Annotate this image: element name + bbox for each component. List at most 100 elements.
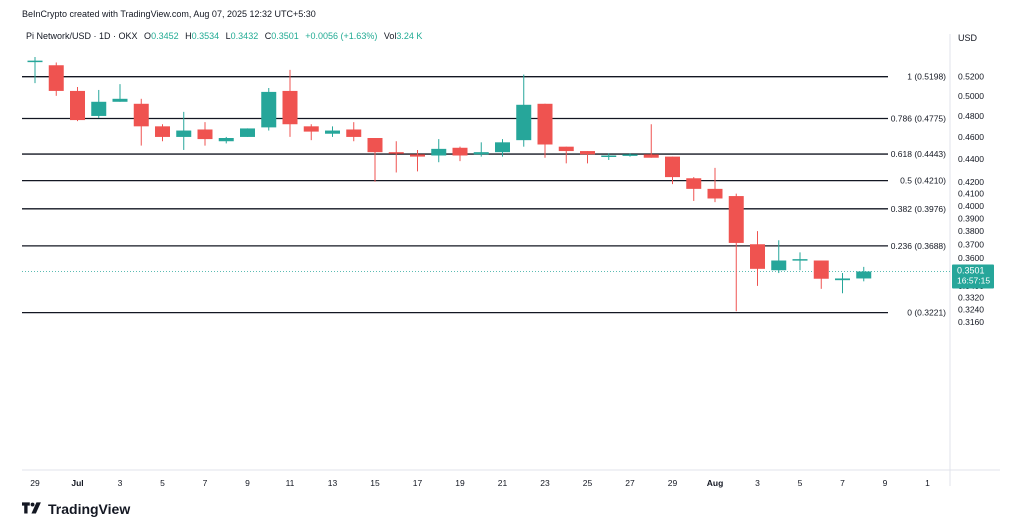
y-tick-label: 0.4200 xyxy=(958,177,984,187)
x-tick-label: 27 xyxy=(625,478,635,488)
candle-body xyxy=(240,128,255,137)
created-note: BeInCrypto created with TradingView.com,… xyxy=(22,9,316,19)
x-tick-label: 3 xyxy=(755,478,760,488)
candle-body xyxy=(133,103,149,127)
x-tick-label: 21 xyxy=(498,478,508,488)
y-tick-label: 0.4000 xyxy=(958,201,984,211)
y-tick-label: 0.3800 xyxy=(958,226,984,236)
candle-body xyxy=(665,156,680,178)
close-value: 0.3501 xyxy=(271,31,299,41)
x-tick-label: 19 xyxy=(455,478,465,488)
candle-body xyxy=(155,126,170,137)
ohlc-legend: Pi Network/USD · 1D · OKX O0.3452 H0.353… xyxy=(26,31,422,41)
candle-body xyxy=(367,138,383,153)
close-label: C xyxy=(264,31,272,41)
last-price-value: 0.3501 xyxy=(957,266,985,276)
open-value: 0.3452 xyxy=(151,31,179,41)
tradingview-brand[interactable]: TradingView xyxy=(48,501,131,517)
fib-level-label: 0.786 (0.4775) xyxy=(891,114,946,124)
x-tick-label: 5 xyxy=(798,478,803,488)
x-tick-label: Aug xyxy=(707,478,724,488)
y-tick-label: 0.5200 xyxy=(958,72,984,82)
y-tick-label: 0.3700 xyxy=(958,239,984,249)
candle-body xyxy=(112,98,128,102)
candle-body xyxy=(771,260,787,271)
x-tick-label: 29 xyxy=(668,478,678,488)
y-tick-label: 0.3900 xyxy=(958,213,984,223)
y-tick-label: 0.5000 xyxy=(958,91,984,101)
candle-body xyxy=(70,90,85,121)
x-tick-label: 9 xyxy=(883,478,888,488)
symbol-label[interactable]: Pi Network/USD · 1D · OKX xyxy=(26,31,138,41)
candle-body xyxy=(388,152,404,154)
y-tick-label: 0.4100 xyxy=(958,189,984,199)
candle-body xyxy=(48,65,64,91)
candle-body xyxy=(473,152,489,155)
currency-label[interactable]: USD xyxy=(958,33,978,43)
candle-body xyxy=(410,154,425,157)
candle-body xyxy=(558,146,574,152)
x-tick-label: 9 xyxy=(245,478,250,488)
candle-body xyxy=(197,129,213,140)
y-tick-label: 0.3320 xyxy=(958,293,984,303)
x-tick-label: 1 xyxy=(925,478,930,488)
y-tick-label: 0.4400 xyxy=(958,154,984,164)
candle-body xyxy=(792,259,808,261)
candle-body xyxy=(303,126,319,132)
candle-body xyxy=(707,188,723,199)
candle-body xyxy=(431,148,447,156)
fib-level-label: 0.236 (0.3688) xyxy=(891,241,946,251)
y-tick-label: 0.3240 xyxy=(958,305,984,315)
x-tick-label: 7 xyxy=(203,478,208,488)
candle-body xyxy=(750,244,765,269)
candle-body xyxy=(728,196,744,243)
candle-body xyxy=(516,104,532,141)
candle-body xyxy=(622,154,638,156)
candle-body xyxy=(91,101,107,116)
footer: TradingView xyxy=(22,501,130,517)
x-tick-label: 29 xyxy=(30,478,40,488)
tradingview-logo-icon xyxy=(22,502,41,514)
low-label: L xyxy=(225,31,231,41)
x-tick-label: 15 xyxy=(370,478,380,488)
high-label: H xyxy=(185,31,192,41)
candle-body xyxy=(601,155,617,157)
x-tick-label: 7 xyxy=(840,478,845,488)
candle-body xyxy=(218,138,234,142)
fib-level-label: 0.618 (0.4443) xyxy=(891,149,946,159)
candle-body xyxy=(813,260,829,279)
y-tick-label: 0.4600 xyxy=(958,132,984,142)
fib-level-label: 0 (0.3221) xyxy=(907,308,946,318)
candle-body xyxy=(176,130,192,137)
volume-value: 3.24 K xyxy=(396,31,423,41)
y-tick-label: 0.3160 xyxy=(958,317,984,327)
candle-body xyxy=(452,147,468,156)
low-value: 0.3432 xyxy=(230,31,259,41)
candle-body xyxy=(643,154,659,158)
candle-body xyxy=(282,90,298,125)
x-tick-label: Jul xyxy=(71,478,83,488)
x-tick-label: 13 xyxy=(328,478,338,488)
x-tick-label: 17 xyxy=(413,478,423,488)
candle-body xyxy=(495,142,510,153)
candle-body xyxy=(537,103,553,145)
last-price-badge xyxy=(952,264,994,289)
x-tick-label: 23 xyxy=(540,478,550,488)
candle-body xyxy=(346,129,362,137)
candle-body xyxy=(325,130,340,134)
volume-label: Vol xyxy=(383,31,397,41)
x-tick-label: 25 xyxy=(583,478,593,488)
candle-body xyxy=(835,278,850,281)
y-tick-label: 0.4800 xyxy=(958,111,984,121)
open-label: O xyxy=(144,31,152,41)
change-value: +0.0056 (+1.63%) xyxy=(305,31,378,41)
candle-body xyxy=(261,91,277,128)
fib-level-label: 0.5 (0.4210) xyxy=(900,176,946,186)
countdown-timer: 16:57:15 xyxy=(957,276,990,286)
y-tick-label: 0.3600 xyxy=(958,253,984,263)
candle-body xyxy=(856,271,872,279)
fib-level-label: 0.382 (0.3976) xyxy=(891,204,946,214)
high-value: 0.3534 xyxy=(191,31,220,41)
candle-body xyxy=(686,178,702,189)
